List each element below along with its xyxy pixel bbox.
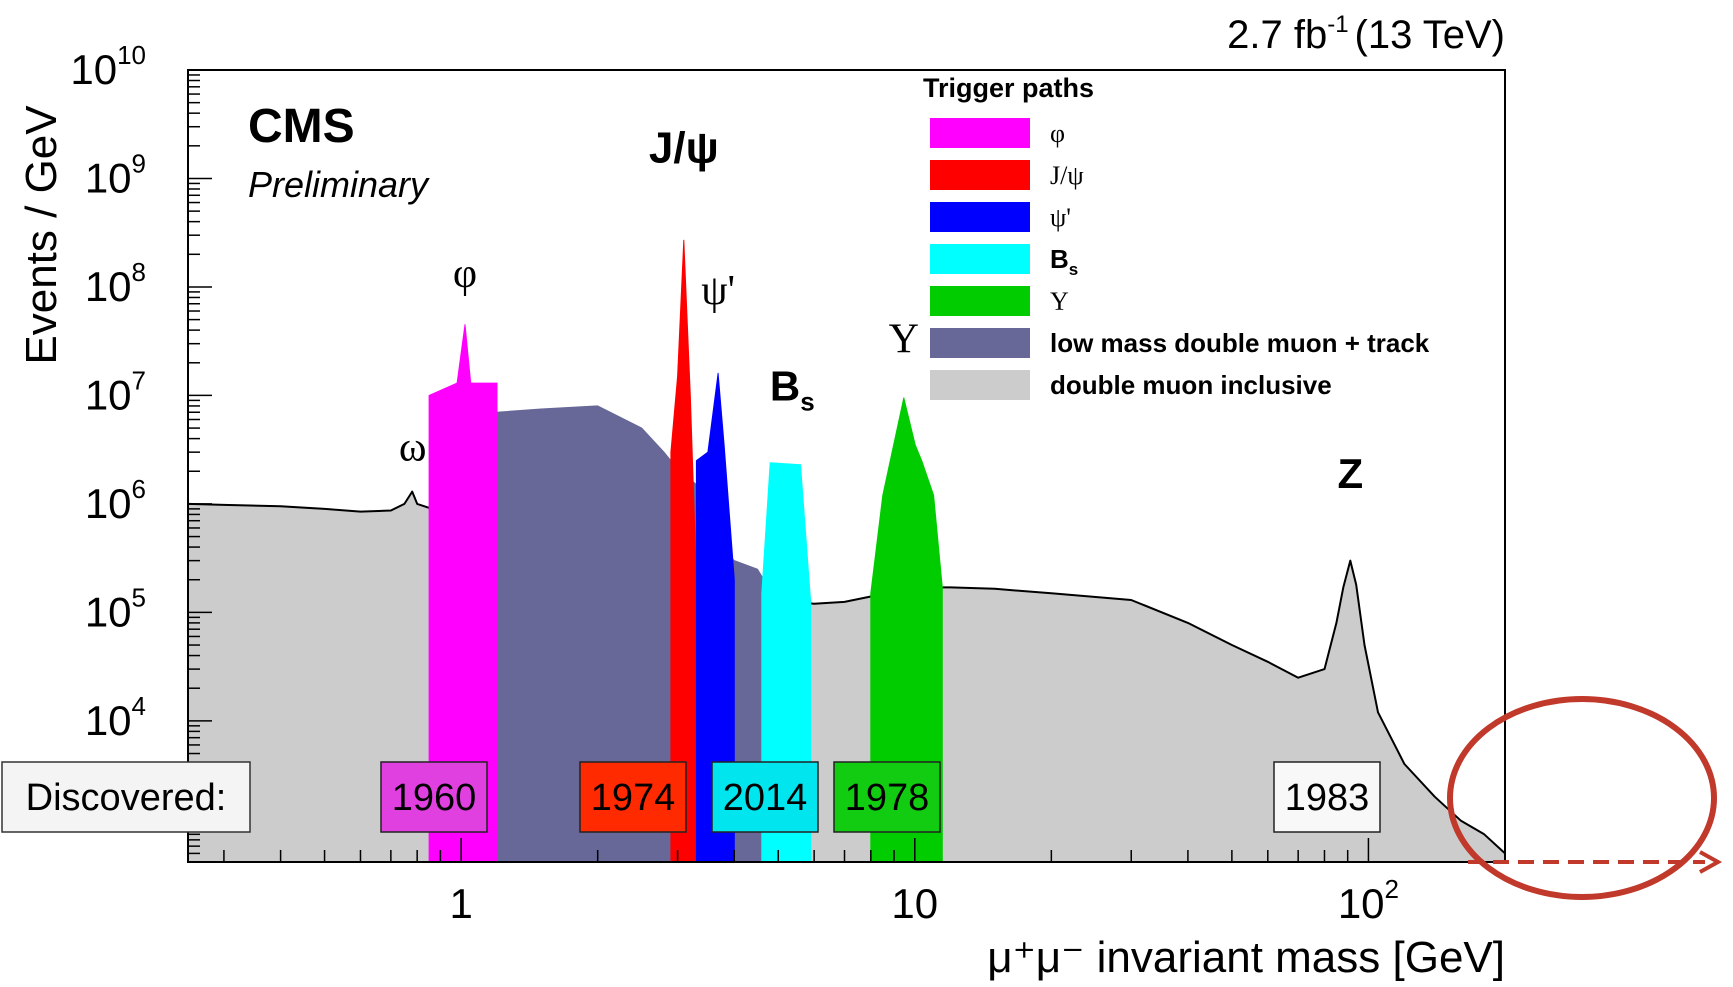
series-area-2 — [428, 324, 498, 863]
y-tick-label: 1010 — [70, 40, 146, 93]
discovery-year: 1978 — [845, 777, 930, 819]
x-tick-label: 10 — [891, 880, 938, 927]
legend-label: low mass double muon + track — [1050, 328, 1430, 358]
x-axis: 1 10 102 — [223, 838, 1506, 927]
discovery-box — [711, 761, 819, 833]
discovered-label-box — [1, 761, 251, 833]
discovery-year: 1983 — [1285, 777, 1370, 819]
legend-swatch — [930, 118, 1030, 148]
status-label: Preliminary — [248, 164, 430, 205]
legend-swatch — [930, 160, 1030, 190]
peak-label: φ — [453, 251, 477, 297]
discovery-box — [380, 761, 488, 833]
legend-title: Trigger paths — [923, 73, 1094, 103]
experiment-label: CMS — [248, 100, 355, 153]
discovery-year: 1960 — [392, 777, 477, 819]
peak-label: ω — [399, 425, 427, 471]
legend-label: J/ψ — [1050, 161, 1084, 190]
x-axis-label: μ⁺μ⁻ invariant mass [GeV] — [987, 933, 1505, 982]
arrow-head-icon — [1699, 850, 1723, 874]
legend-swatch — [930, 370, 1030, 400]
plot-frame — [187, 69, 1506, 863]
legend-label: Bs — [1050, 244, 1078, 279]
x-tick-label: 102 — [1338, 874, 1399, 927]
legend-label: Υ — [1050, 287, 1069, 316]
peak-label: J/ψ — [649, 124, 719, 173]
legend-label: ψ' — [1050, 203, 1071, 232]
discovery-year: 1974 — [591, 777, 676, 819]
discovery-box — [1273, 761, 1381, 833]
series-area-6 — [870, 397, 943, 863]
y-tick-label: 104 — [85, 691, 146, 744]
legend-swatch — [930, 244, 1030, 274]
legend-swatch — [930, 286, 1030, 316]
peak-annotations: ω φ J/ψ ψ' Bs Υ Z — [399, 124, 1363, 497]
lumi-label: 2.7 fb-1 (13 TeV) — [1227, 11, 1505, 57]
peak-label: ψ' — [701, 268, 735, 314]
peak-label: Bs — [770, 362, 815, 416]
legend-swatch — [930, 202, 1030, 232]
peak-label: Υ — [889, 316, 919, 362]
y-tick-label: 105 — [85, 582, 146, 635]
legend-label: φ — [1050, 119, 1065, 148]
x-tick-label: 1 — [449, 880, 472, 927]
discovery-box — [579, 761, 687, 833]
peak-label: Z — [1337, 450, 1363, 497]
legend-swatch — [930, 328, 1030, 358]
discovery-year: 2014 — [723, 777, 808, 819]
highlight-ellipse — [1447, 696, 1717, 900]
discovery-box — [833, 761, 941, 833]
y-tick-label: 107 — [85, 365, 146, 418]
y-axis-label: Events / GeV — [17, 105, 66, 365]
y-tick-label: 106 — [85, 474, 146, 527]
legend-label: double muon inclusive — [1050, 370, 1332, 400]
plot-area — [187, 69, 1506, 863]
discovery-years: Discovered: 1960 1974 2014 1978 1983 — [1, 761, 1381, 833]
y-tick-label: 108 — [85, 257, 146, 310]
y-tick-label: 109 — [85, 148, 146, 201]
discovered-label: Discovered: — [26, 777, 227, 819]
overflow-highlight — [1447, 696, 1723, 900]
